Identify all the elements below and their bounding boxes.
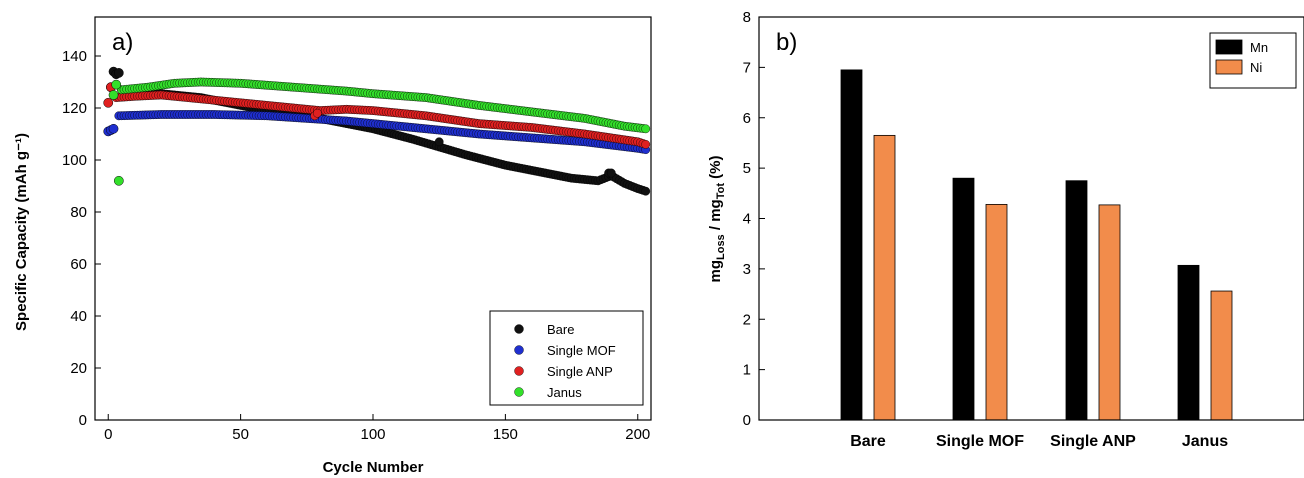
panel-a-x-tick-label: 100: [360, 426, 385, 443]
data-point: [111, 79, 122, 90]
panel-a-y-tick-label: 20: [70, 360, 87, 377]
panel-a-label: a): [112, 29, 133, 56]
panel-a-y-tick-label: 80: [70, 204, 87, 221]
panel-b-y-tick-label: 3: [743, 261, 751, 278]
data-point: [606, 168, 616, 178]
legend-label: Bare: [547, 322, 574, 337]
data-point: [641, 139, 651, 149]
bar-ni: [1210, 290, 1233, 421]
panel-a-scatter-chart: a) Cycle Number Specific Capacity (mAh g…: [13, 16, 652, 476]
data-point: [113, 68, 124, 78]
panel-b-y-tick-label: 5: [743, 160, 751, 177]
panel-a-y-tick-label: 60: [70, 256, 87, 273]
data-point: [113, 175, 124, 186]
legend-marker: [514, 387, 524, 397]
panel-a-y-axis-label: Specific Capacity (mAh g⁻¹): [13, 133, 30, 331]
panel-a-y-tick-label: 100: [62, 152, 87, 169]
series-single-anp: [103, 82, 651, 149]
panel-b-bar-chart: b) mgLoss / mgTot (%) 0 1 2 3 4 5 6 7 8 Bare Sing…: [707, 9, 1304, 450]
panel-a-x-tick-label: 0: [104, 426, 112, 443]
legend-label: Mn: [1250, 40, 1268, 55]
legend-swatch: [1215, 59, 1243, 75]
legend-label: Single MOF: [547, 343, 616, 358]
panel-b-y-tick-label: 4: [743, 211, 751, 228]
panel-a-legend: Bare Single MOF Single ANP Janus: [489, 310, 644, 406]
bar-mn: [1177, 264, 1200, 421]
legend-label: Janus: [547, 385, 582, 400]
bar-ni: [873, 134, 896, 421]
panel-b-y-tick-label: 2: [743, 311, 751, 328]
category-label: Janus: [1182, 433, 1228, 450]
panel-a-x-tick-label: 150: [493, 426, 518, 443]
panel-b-plot-frame: [758, 16, 1304, 421]
panel-b-y-tick-label: 6: [743, 110, 751, 127]
panel-b-y-axis-label: mgLoss / mgTot (%): [707, 156, 727, 283]
data-point: [108, 90, 119, 100]
panel-a-y-tick-label: 40: [70, 308, 87, 325]
panel-a-y-tick-label: 140: [62, 48, 87, 65]
category-label: Bare: [850, 433, 886, 450]
legend-marker: [514, 324, 524, 334]
category-label: Single MOF: [936, 433, 1024, 450]
panel-a-x-tick-label: 50: [232, 426, 249, 443]
panel-b-legend: Mn Ni: [1209, 32, 1297, 89]
data-point: [641, 186, 651, 196]
legend-marker: [514, 345, 524, 355]
legend-label: Single ANP: [547, 364, 613, 379]
bar-mn: [952, 177, 975, 421]
data-point: [108, 123, 119, 134]
panel-b-label: b): [776, 29, 797, 56]
data-point: [103, 97, 114, 108]
legend-swatch: [1215, 39, 1243, 55]
data-point: [641, 124, 651, 134]
bar-mn: [840, 69, 863, 421]
panel-a-x-axis-label: Cycle Number: [323, 459, 424, 476]
legend-marker: [514, 366, 524, 376]
panel-b-y-tick-label: 8: [743, 9, 751, 26]
bar-mn: [1065, 180, 1088, 421]
data-point: [434, 137, 444, 147]
panel-a-plot-frame: [94, 16, 652, 421]
bar-ni: [1098, 204, 1121, 421]
category-label: Single ANP: [1050, 433, 1136, 450]
panel-b-y-tick-label: 0: [743, 412, 751, 429]
panel-b-y-tick-label: 1: [743, 362, 751, 379]
panel-b-y-tick-label: 7: [743, 59, 751, 76]
panel-a-x-tick-label: 200: [625, 426, 650, 443]
data-point: [312, 108, 322, 118]
series-janus: [108, 77, 651, 186]
legend-label: Ni: [1250, 60, 1262, 75]
bar-ni: [985, 203, 1008, 421]
panel-a-y-tick-label: 0: [79, 412, 87, 429]
panel-a-y-tick-label: 120: [62, 100, 87, 117]
